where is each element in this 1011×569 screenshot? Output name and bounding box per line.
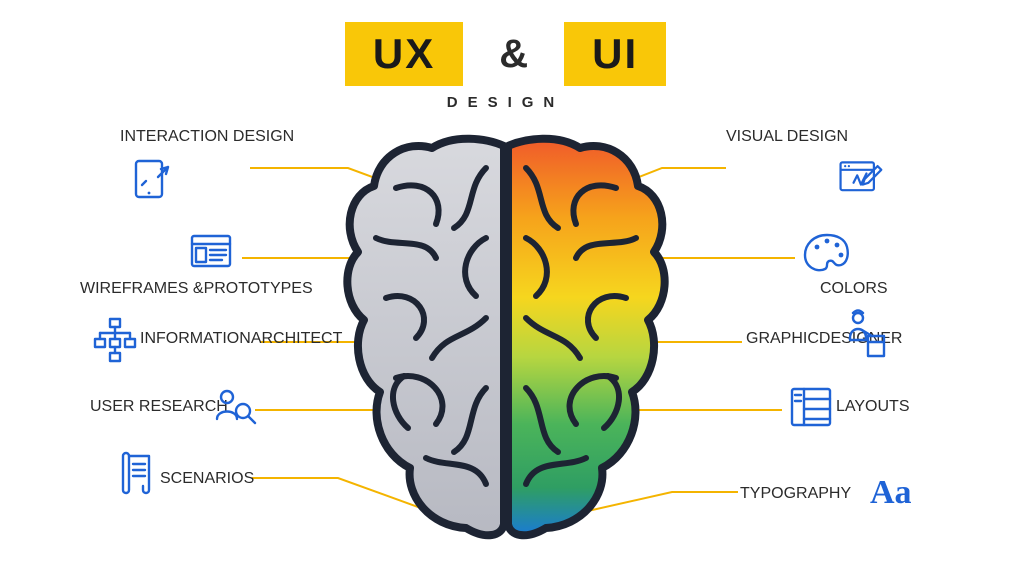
wireframes-label: WIREFRAMES &PROTOTYPES	[80, 280, 313, 298]
info-architect-icon	[90, 315, 140, 365]
ui-badge: UI	[564, 22, 666, 86]
diagram-stage: INTERACTION DESIGN WIREFRAMES &PROTOTYPES…	[0, 120, 1011, 569]
scenarios-label: SCENARIOS	[160, 470, 254, 488]
wireframes-icon	[186, 228, 236, 278]
user-research-icon	[210, 382, 260, 432]
interaction-design-icon	[128, 155, 178, 205]
visual-design-icon	[835, 155, 885, 205]
scenarios-icon	[110, 448, 160, 498]
typography-icon: Aa	[870, 468, 912, 518]
header: UX & UI	[0, 0, 1011, 86]
brain-illustration	[336, 128, 676, 553]
layouts-icon	[786, 382, 836, 432]
colors-label: COLORS	[820, 280, 888, 298]
typography-label: TYPOGRAPHY	[740, 485, 851, 503]
ampersand: &	[499, 32, 528, 77]
layouts-label: LAYOUTS	[836, 398, 910, 416]
ux-badge: UX	[345, 22, 463, 86]
info-architect-label: INFORMATIONARCHITECT	[140, 330, 342, 348]
visual-design-label: VISUAL DESIGN	[726, 128, 848, 146]
user-research-label: USER RESEARCH	[90, 398, 228, 416]
colors-icon	[802, 228, 852, 278]
interaction-design-label: INTERACTION DESIGN	[120, 128, 294, 146]
subtitle-design: DESIGN	[0, 94, 1011, 111]
graphic-designer-icon	[838, 310, 888, 360]
